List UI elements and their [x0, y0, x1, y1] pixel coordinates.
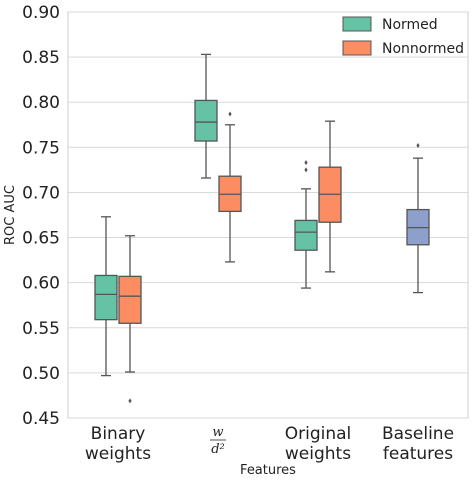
x-tick-label-fraction: w d² — [210, 425, 226, 457]
outlier-point — [416, 143, 420, 149]
iqr-box — [194, 99, 218, 142]
x-tick-label: weights — [285, 444, 351, 464]
y-axis-label: ROC AUC — [3, 185, 18, 245]
y-tick-label: 0.45 — [22, 409, 60, 429]
outlier-point — [304, 167, 308, 173]
gridlines — [68, 11, 468, 419]
outlier-point — [128, 398, 132, 404]
legend-swatch-normed — [342, 16, 372, 32]
x-tick-label: weights — [85, 444, 151, 464]
box-baseline-3 — [406, 143, 430, 294]
x-tick-label: features — [383, 444, 453, 464]
legend: Normed Nonnormed — [342, 16, 464, 57]
y-tick-label: 0.60 — [22, 274, 60, 294]
box-normed-1 — [194, 53, 218, 179]
x-tick-label: Binary — [91, 424, 146, 444]
y-tick-label: 0.80 — [22, 93, 60, 113]
y-tick-label: 0.75 — [22, 138, 60, 158]
legend-label-normed: Normed — [382, 17, 438, 33]
y-tick-labels: 0.45 0.50 0.55 0.60 0.65 0.70 0.75 0.80 0.85 0.90 — [22, 3, 60, 429]
x-tick-label: Baseline — [382, 424, 454, 444]
y-tick-label: 0.70 — [22, 183, 60, 203]
fraction-numerator: w — [212, 425, 223, 440]
y-tick-label: 0.65 — [22, 229, 60, 249]
x-tick-labels: Binaryweightswd²OriginalweightsBaselinef… — [85, 424, 454, 464]
box-normed-2 — [294, 160, 318, 289]
y-tick-label: 0.55 — [22, 319, 60, 339]
outlier-point — [228, 111, 232, 117]
x-tick-label: Original — [285, 424, 352, 444]
legend-swatch-nonnormed — [342, 40, 372, 56]
y-tick-label: 0.85 — [22, 48, 60, 68]
legend-label-nonnormed: Nonnormed — [382, 41, 464, 57]
iqr-box — [94, 274, 118, 321]
box-nonnormed-0 — [118, 235, 142, 404]
y-tick-label: 0.90 — [22, 3, 60, 23]
box-series — [94, 53, 430, 404]
box-nonnormed-1 — [218, 111, 242, 263]
iqr-box — [118, 275, 142, 324]
box-nonnormed-2 — [318, 120, 342, 273]
fraction-denominator: d² — [211, 442, 225, 457]
plot-area — [67, 11, 469, 419]
box-normed-0 — [94, 216, 118, 377]
iqr-box — [294, 219, 318, 251]
outlier-point — [304, 160, 308, 166]
x-axis-label: Features — [240, 463, 296, 478]
y-tick-label: 0.50 — [22, 364, 60, 384]
